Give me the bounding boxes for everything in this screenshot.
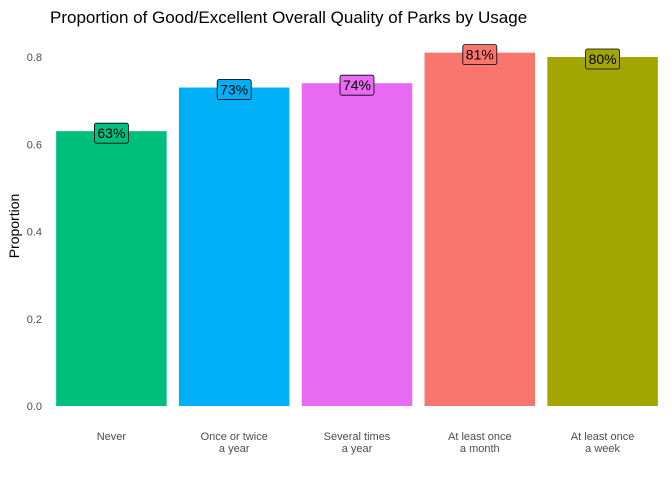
- y-axis-label: Proportion: [6, 194, 22, 259]
- y-tick-label: 0.0: [27, 401, 42, 413]
- y-tick-label: 0.4: [27, 227, 42, 239]
- x-tick-label: Once or twice: [201, 431, 268, 443]
- data-label: 80%: [585, 48, 620, 70]
- y-tick-label: 0.2: [27, 314, 42, 326]
- bar: [547, 57, 658, 406]
- x-tick-label: At least once: [571, 431, 635, 443]
- data-label-box: [339, 74, 375, 96]
- data-label-text: 74%: [343, 77, 371, 93]
- y-tick-label: 0.6: [27, 139, 42, 151]
- data-labels: 63% 73% 74% 81% 80%: [94, 44, 620, 144]
- x-tick-label: a month: [460, 443, 500, 455]
- data-label-text: 63%: [97, 125, 125, 141]
- x-tick-label: Several times: [324, 431, 391, 443]
- y-axis-ticks: 0.0 0.2 0.4 0.6 0.8: [27, 52, 42, 413]
- data-label-text: 80%: [589, 51, 617, 67]
- data-label-text: 73%: [220, 82, 248, 98]
- data-label-box: [462, 44, 498, 66]
- bars: [56, 52, 658, 407]
- x-tick-label: a week: [585, 443, 620, 455]
- bar: [56, 131, 167, 406]
- data-label-box: [216, 79, 252, 100]
- x-tick-label: Never: [97, 431, 127, 443]
- bar: [301, 83, 413, 407]
- y-tick-label: 0.8: [27, 52, 42, 64]
- x-tick-label: a year: [342, 443, 373, 455]
- data-label: 63%: [94, 122, 129, 144]
- data-label: 81%: [462, 44, 498, 66]
- bar: [424, 52, 536, 406]
- chart-title: Proportion of Good/Excellent Overall Qua…: [50, 8, 527, 27]
- data-label-box: [585, 48, 620, 70]
- x-tick-label: At least once: [448, 431, 512, 443]
- data-label: 73%: [216, 79, 252, 100]
- data-label-text: 81%: [466, 47, 494, 63]
- x-tick-label: a year: [219, 443, 250, 455]
- bar: [178, 87, 290, 406]
- data-label: 74%: [339, 74, 375, 96]
- data-label-box: [94, 122, 129, 144]
